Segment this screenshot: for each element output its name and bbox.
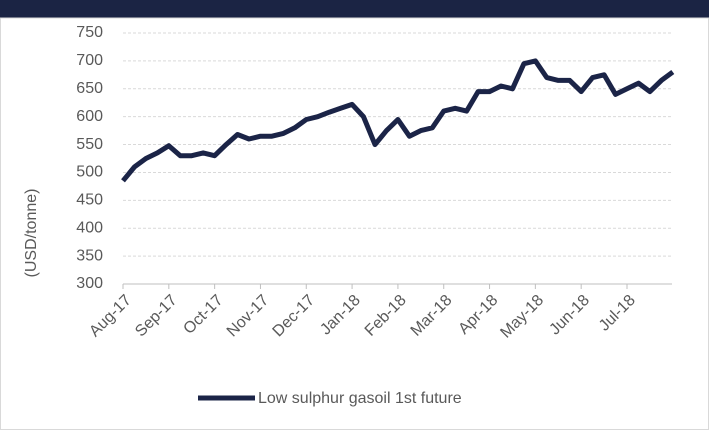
x-tick-label: Jan-18 [317,292,364,339]
y-tick-label: 350 [76,247,103,264]
y-tick-label: 300 [76,275,103,292]
x-tick-label: Sep-17 [132,292,181,341]
y-tick-label: 750 [76,24,103,41]
y-tick-label: 450 [76,192,103,209]
header-bar [0,0,709,18]
y-tick-label: 600 [76,108,103,125]
y-tick-label: 650 [76,80,103,97]
x-tick-label: Jul-18 [596,292,639,335]
x-tick-label: Feb-18 [362,292,410,340]
x-tick-label: May-18 [497,292,547,342]
frame [0,17,709,430]
x-tick-label: Jun-18 [546,292,593,339]
y-tick-label: 500 [76,164,103,181]
x-tick-label: Apr-18 [455,292,501,338]
y-tick-label: 400 [76,219,103,236]
y-tick-label: 550 [76,136,103,153]
x-tick-label: Dec-17 [270,292,319,341]
x-tick-label: Aug-17 [86,292,135,341]
x-tick-label: Mar-18 [408,292,456,340]
data-line [121,58,675,183]
x-tick-label: Oct-17 [180,292,226,338]
y-axis-label: (USD/tonne) [23,189,40,278]
x-tick-label: Nov-17 [224,292,273,341]
y-tick-label: 700 [76,52,103,69]
legend-label: Low sulphur gasoil 1st future [258,390,462,407]
